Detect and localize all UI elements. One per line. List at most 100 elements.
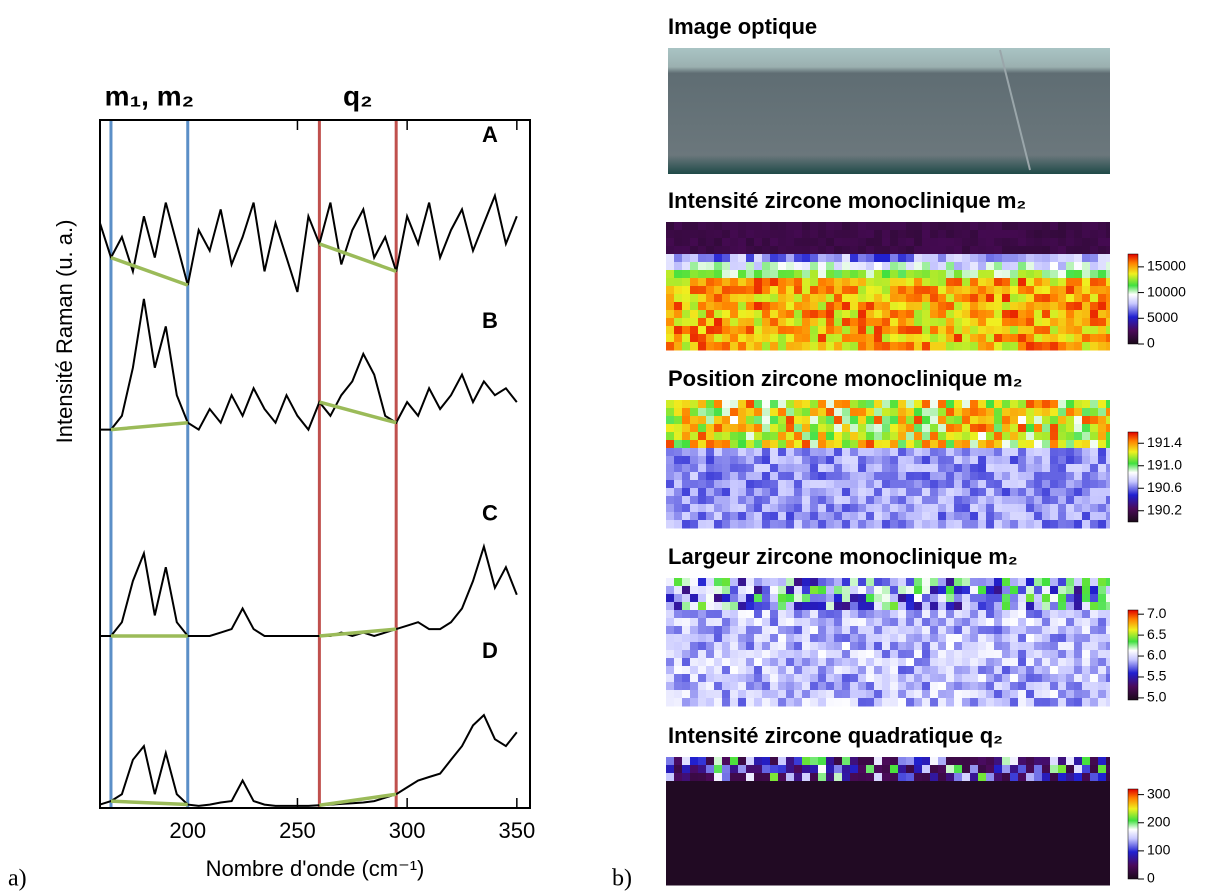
heatmap-cell bbox=[1090, 326, 1098, 335]
heatmap-cell bbox=[842, 456, 850, 465]
heatmap-cell bbox=[1042, 626, 1050, 635]
heatmap-cell bbox=[946, 690, 954, 699]
heatmap-cell bbox=[1074, 302, 1082, 311]
heatmap-cell bbox=[746, 222, 754, 231]
heatmap-cell bbox=[1050, 618, 1058, 627]
heatmap-cell bbox=[938, 578, 946, 587]
heatmap-cell bbox=[1010, 302, 1018, 311]
heatmap-cell bbox=[946, 757, 954, 766]
heatmap-cell bbox=[986, 448, 994, 457]
heatmap-cell bbox=[1098, 789, 1106, 798]
heatmap-cell bbox=[730, 837, 738, 846]
heatmap-cell bbox=[1058, 424, 1066, 433]
heatmap-cell bbox=[930, 416, 938, 425]
heatmap-cell bbox=[762, 464, 770, 473]
heatmap-cell bbox=[986, 674, 994, 683]
heatmap-cell bbox=[874, 781, 882, 790]
heatmap bbox=[666, 400, 1110, 529]
heatmap-cell bbox=[1002, 861, 1010, 870]
heatmap-cell bbox=[906, 342, 914, 351]
heatmap-cell bbox=[970, 448, 978, 457]
heatmap-cell bbox=[1050, 270, 1058, 279]
heatmap-cell bbox=[770, 310, 778, 319]
heatmap-cell bbox=[842, 400, 850, 409]
heatmap-cell bbox=[1082, 594, 1090, 603]
heatmap-cell bbox=[770, 805, 778, 814]
heatmap-cell bbox=[970, 877, 978, 886]
heatmap-cell bbox=[986, 690, 994, 699]
heatmap-cell bbox=[738, 757, 746, 766]
heatmap-cell bbox=[1042, 682, 1050, 691]
heatmap-cell bbox=[802, 781, 810, 790]
heatmap-cell bbox=[682, 416, 690, 425]
heatmap-cell bbox=[874, 861, 882, 870]
heatmap-cell bbox=[1034, 594, 1042, 603]
heatmap-cell bbox=[706, 642, 714, 651]
heatmap-cell bbox=[802, 869, 810, 878]
heatmap-cell bbox=[1098, 690, 1106, 699]
heatmap-cell bbox=[874, 650, 882, 659]
heatmap-cell bbox=[866, 682, 874, 691]
heatmap-cell bbox=[794, 650, 802, 659]
heatmap-cell bbox=[682, 456, 690, 465]
heatmap-cell bbox=[1010, 821, 1018, 830]
heatmap-cell bbox=[922, 310, 930, 319]
heatmap-cell bbox=[690, 789, 698, 798]
heatmap-cell bbox=[746, 837, 754, 846]
heatmap-cell bbox=[810, 845, 818, 854]
heatmap-cell bbox=[770, 789, 778, 798]
heatmap-cell bbox=[858, 869, 866, 878]
heatmap-cell bbox=[666, 650, 674, 659]
heatmap-cell bbox=[954, 334, 962, 343]
heatmap-cell bbox=[690, 698, 698, 707]
heatmap-cell bbox=[914, 594, 922, 603]
heatmap-cell bbox=[858, 757, 866, 766]
heatmap-cell bbox=[858, 488, 866, 497]
heatmap-cell bbox=[1034, 408, 1042, 417]
heatmap-cell bbox=[1042, 512, 1050, 521]
heatmap-cell bbox=[1026, 262, 1034, 271]
heatmap-cell bbox=[954, 674, 962, 683]
heatmap-cell bbox=[794, 270, 802, 279]
heatmap-cell bbox=[954, 773, 962, 782]
heatmap-cell bbox=[682, 302, 690, 311]
heatmap-cell bbox=[1026, 698, 1034, 707]
heatmap-cell bbox=[1074, 334, 1082, 343]
heatmap-cell bbox=[954, 254, 962, 263]
heatmap-cell bbox=[666, 512, 674, 521]
heatmap-cell bbox=[738, 682, 746, 691]
heatmap-cell bbox=[802, 334, 810, 343]
heatmap-cell bbox=[898, 238, 906, 247]
heatmap-cell bbox=[850, 765, 858, 774]
heatmap-cell bbox=[922, 877, 930, 886]
heatmap-cell bbox=[898, 578, 906, 587]
heatmap-cell bbox=[1074, 456, 1082, 465]
heatmap-cell bbox=[802, 342, 810, 351]
heatmap-cell bbox=[1098, 294, 1106, 303]
heatmap-cell bbox=[906, 504, 914, 513]
heatmap-cell bbox=[706, 270, 714, 279]
heatmap-cell bbox=[818, 594, 826, 603]
heatmap-cell bbox=[874, 602, 882, 611]
heatmap-cell bbox=[794, 618, 802, 627]
heatmap-cell bbox=[1026, 230, 1034, 239]
heatmap-cell bbox=[946, 294, 954, 303]
heatmap-cell bbox=[786, 456, 794, 465]
heatmap-cell bbox=[746, 666, 754, 675]
heatmap-cell bbox=[994, 765, 1002, 774]
heatmap-cell bbox=[746, 674, 754, 683]
heatmap-cell bbox=[882, 586, 890, 595]
heatmap-cell bbox=[978, 578, 986, 587]
heatmap-cell bbox=[1026, 829, 1034, 838]
heatmap-cell bbox=[834, 618, 842, 627]
heatmap-cell bbox=[754, 853, 762, 862]
heatmap-cell bbox=[1034, 765, 1042, 774]
heatmap-cell bbox=[746, 690, 754, 699]
heatmap-cell bbox=[834, 310, 842, 319]
heatmap-cell bbox=[986, 294, 994, 303]
heatmap-cell bbox=[746, 797, 754, 806]
heatmap-cell bbox=[1002, 618, 1010, 627]
heatmap-cell bbox=[746, 789, 754, 798]
heatmap-cell bbox=[1082, 618, 1090, 627]
heatmap-cell bbox=[802, 690, 810, 699]
